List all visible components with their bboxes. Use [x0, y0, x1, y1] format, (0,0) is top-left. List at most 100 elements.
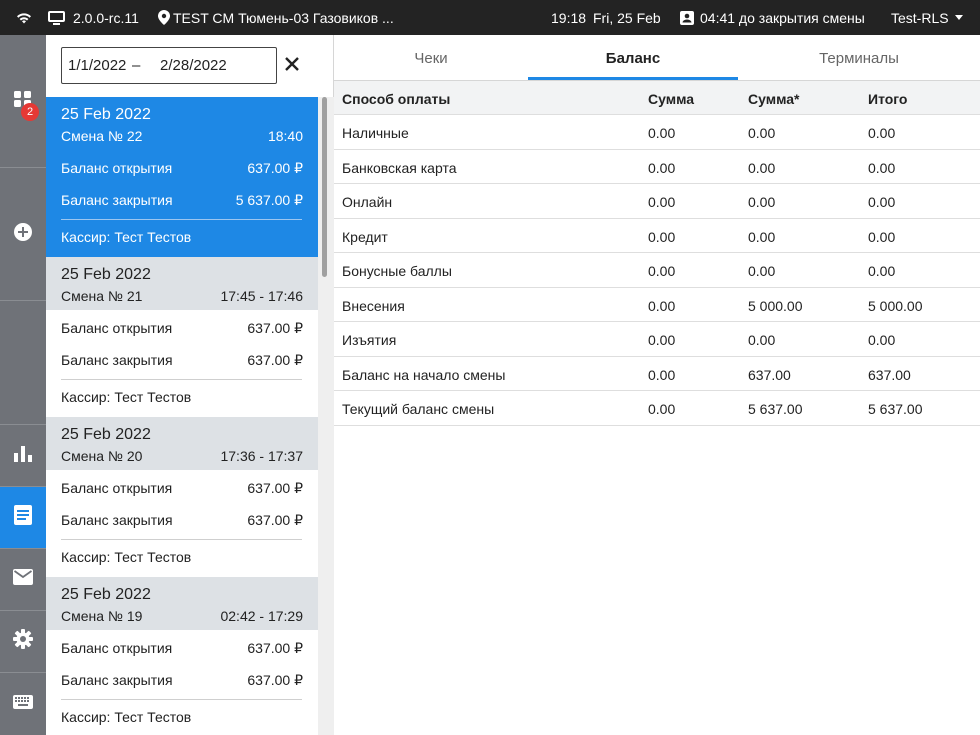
cashier-name: Кассир: Тест Тестов [61, 389, 192, 405]
cell-total: 5 637.00 [868, 401, 923, 417]
active-tab-indicator [528, 77, 738, 80]
rail-item-settings[interactable] [0, 611, 46, 673]
shift-card[interactable]: 25 Feb 2022 Смена № 22 18:40 Баланс откр… [46, 97, 318, 257]
table-row: Внесения 0.00 5 000.00 5 000.00 [334, 288, 980, 322]
cell-amount-star: 0.00 [748, 159, 776, 176]
shift-time: 17:36 - 17:37 [220, 448, 303, 464]
cell-amount: 0.00 [648, 263, 676, 279]
cell-amount-star: 0.00 [748, 194, 776, 210]
rail-item-dashboard[interactable]: 2 [0, 35, 46, 168]
tab-receipts[interactable]: Чеки [414, 49, 448, 67]
keyboard-icon [13, 694, 33, 714]
table-row: Текущий баланс смены 0.00 5 637.00 5 637… [334, 391, 980, 426]
cell-amount-star: 0.00 [748, 263, 776, 279]
cell-amount-star: 0.00 [748, 125, 776, 141]
cell-amount: 0.00 [648, 159, 676, 176]
cell-total: 0.00 [868, 263, 896, 279]
cell-amount: 0.00 [648, 228, 676, 245]
shift-list-panel: 1/1/2022 – 2/28/2022 25 Feb 2022 Смена №… [46, 35, 334, 735]
rail-item-add[interactable] [0, 168, 46, 301]
cell-method: Онлайн [342, 194, 393, 210]
scrollbar[interactable] [318, 97, 334, 735]
table-row: Банковская карта 0.00 0.00 0.00 [334, 150, 980, 184]
shift-number: Смена № 19 [61, 608, 143, 624]
date-separator: – [132, 57, 141, 74]
table-row: Онлайн 0.00 0.00 0.00 [334, 184, 980, 219]
shift-card[interactable]: 25 Feb 2022 Смена № 19 02:42 - 17:29 Бал… [46, 577, 318, 735]
shift-number: Смена № 21 [61, 288, 143, 304]
shift-card-header [46, 417, 318, 470]
cashier-name: Кассир: Тест Тестов [61, 549, 192, 565]
cell-amount: 0.00 [648, 297, 676, 314]
opening-balance-value: 637.00 ₽ [247, 480, 303, 496]
shift-date: 25 Feb 2022 [61, 266, 151, 283]
opening-balance-label: Баланс открытия [61, 160, 173, 176]
shift-time: 18:40 [267, 128, 303, 144]
balance-table: Способ оплаты Сумма Сумма* Итого Наличны… [334, 81, 980, 426]
opening-balance-label: Баланс открытия [61, 320, 173, 336]
store-name: TEST CM Тюмень-03 Газовиков ... [173, 9, 394, 26]
cashier-name: Кассир: Тест Тестов [61, 709, 192, 725]
cell-method: Бонусные баллы [342, 263, 452, 279]
shift-card[interactable]: 25 Feb 2022 Смена № 20 17:36 - 17:37 Бал… [46, 417, 318, 577]
cell-amount-star: 5 000.00 [748, 297, 803, 314]
tab-balance[interactable]: Баланс [605, 49, 661, 67]
monitor-icon [48, 0, 65, 35]
shift-card[interactable]: 25 Feb 2022 Смена № 21 17:45 - 17:46 Бал… [46, 257, 318, 417]
shift-close-timer: 04:41 до закрытия смены [700, 9, 865, 26]
closing-balance-value: 637.00 ₽ [247, 512, 303, 528]
cell-amount: 0.00 [648, 401, 676, 417]
close-icon [283, 57, 301, 77]
shift-date: 25 Feb 2022 [61, 106, 151, 123]
clock-time: 19:18 [551, 9, 587, 26]
dashboard-icon [13, 90, 33, 113]
user-menu[interactable]: Test-RLS [891, 0, 963, 35]
table-row: Кредит 0.00 0.00 0.00 [334, 219, 980, 253]
date-range-input[interactable]: 1/1/2022 – 2/28/2022 [61, 47, 277, 84]
status-bar: 2.0.0-rc.11 TEST CM Тюмень-03 Газовиков … [0, 0, 980, 35]
shift-card-header [46, 577, 318, 630]
cell-method: Баланс на начало смены [342, 366, 506, 383]
scrollbar-thumb[interactable] [322, 97, 327, 277]
cell-amount: 0.00 [648, 194, 676, 210]
tab-terminals[interactable]: Терминалы [819, 49, 899, 67]
cell-method: Банковская карта [342, 159, 457, 176]
date-from: 1/1/2022 [68, 57, 127, 74]
cell-method: Кредит [342, 228, 388, 245]
closing-balance-value: 637.00 ₽ [247, 672, 303, 688]
opening-balance-label: Баланс открытия [61, 640, 173, 656]
opening-balance-value: 637.00 ₽ [247, 320, 303, 336]
closing-balance-label: Баланс закрытия [61, 512, 173, 528]
header-total: Итого [868, 91, 908, 107]
cell-total: 0.00 [868, 159, 896, 176]
shift-number: Смена № 20 [61, 448, 143, 464]
shift-date: 25 Feb 2022 [61, 586, 151, 603]
shift-list: 25 Feb 2022 Смена № 22 18:40 Баланс откр… [46, 97, 318, 735]
header-payment-method: Способ оплаты [342, 91, 451, 107]
chevron-down-icon [954, 15, 963, 20]
app-version: 2.0.0-rc.11 [73, 9, 139, 26]
document-icon [14, 505, 32, 530]
cell-total: 0.00 [868, 194, 896, 210]
rail-item-reports[interactable] [0, 424, 46, 487]
cell-total: 0.00 [868, 332, 896, 348]
cell-total: 5 000.00 [868, 297, 923, 314]
table-row: Баланс на начало смены 0.00 637.00 637.0… [334, 357, 980, 391]
header-amount-star: Сумма* [748, 91, 800, 107]
user-name: Test-RLS [891, 9, 949, 26]
clear-filter-button[interactable] [283, 55, 301, 73]
cell-amount-star: 637.00 [748, 366, 791, 383]
divider [61, 699, 302, 700]
shift-time: 17:45 - 17:46 [220, 288, 303, 304]
table-row: Наличные 0.00 0.00 0.00 [334, 115, 980, 150]
bar-chart-icon [13, 444, 33, 467]
table-row: Изъятия 0.00 0.00 0.00 [334, 322, 980, 357]
divider [61, 219, 302, 220]
cell-amount-star: 0.00 [748, 228, 776, 245]
rail-item-shifts[interactable] [0, 487, 46, 549]
rail-item-messages[interactable] [0, 549, 46, 611]
divider [61, 539, 302, 540]
date-to: 2/28/2022 [160, 57, 227, 74]
cell-method: Изъятия [342, 332, 397, 348]
rail-item-keyboard[interactable] [0, 673, 46, 735]
